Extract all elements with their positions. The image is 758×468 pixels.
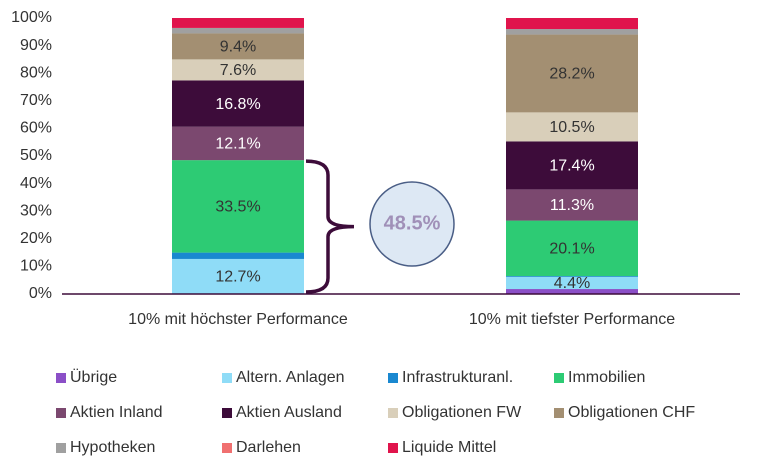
bar-segment bbox=[172, 160, 304, 253]
y-tick-label: 100% bbox=[11, 9, 52, 26]
bracket bbox=[305, 159, 355, 294]
y-tick-label: 0% bbox=[29, 285, 52, 302]
data-label: 10.5% bbox=[549, 119, 594, 136]
bar-segment bbox=[506, 276, 638, 277]
bar-segment bbox=[506, 289, 638, 294]
annotation-circle bbox=[369, 181, 455, 267]
data-label: 16.8% bbox=[215, 96, 260, 113]
bar-segment bbox=[506, 112, 638, 142]
y-tick-label: 90% bbox=[20, 37, 52, 54]
data-label: 17.4% bbox=[549, 158, 594, 175]
bar-segment bbox=[172, 126, 304, 161]
bar-segment bbox=[172, 80, 304, 127]
bar-segment bbox=[506, 141, 638, 190]
bar-segment bbox=[172, 27, 304, 34]
data-label: 7.6% bbox=[220, 62, 256, 79]
legend-label: Aktien Inland bbox=[70, 404, 163, 421]
legend-marker bbox=[388, 408, 398, 418]
legend-marker bbox=[388, 443, 398, 453]
y-tick-label: 20% bbox=[20, 230, 52, 247]
y-tick-label: 10% bbox=[20, 258, 52, 275]
legend-marker bbox=[222, 443, 232, 453]
data-label: 12.7% bbox=[215, 269, 260, 286]
data-label: 4.4% bbox=[554, 275, 590, 292]
y-tick-label: 70% bbox=[20, 92, 52, 109]
bar-segment bbox=[506, 18, 638, 30]
legend-label: Hypotheken bbox=[70, 439, 155, 456]
y-tick-label: 40% bbox=[20, 175, 52, 192]
legend-label: Darlehen bbox=[236, 439, 301, 456]
bar-segment bbox=[172, 18, 304, 28]
legend-marker bbox=[554, 408, 564, 418]
legend-label: Liquide Mittel bbox=[402, 439, 496, 456]
data-label: 11.3% bbox=[550, 197, 594, 214]
y-tick-label: 30% bbox=[20, 202, 52, 219]
y-tick-label: 50% bbox=[20, 147, 52, 164]
data-label: 20.1% bbox=[549, 241, 594, 258]
legend-label: Obligationen FW bbox=[402, 404, 522, 421]
legend-label: Altern. Anlagen bbox=[236, 369, 345, 386]
bar-segment bbox=[506, 34, 638, 113]
legend-label: Übrige bbox=[70, 368, 117, 386]
legend-marker bbox=[222, 373, 232, 383]
bar-segment bbox=[506, 189, 638, 221]
annotation: 48.5% bbox=[384, 212, 441, 234]
legend-label: Immobilien bbox=[568, 369, 645, 386]
bar-segment bbox=[172, 33, 304, 60]
legend-label: Infrastrukturanl. bbox=[402, 369, 513, 386]
y-tick-label: 80% bbox=[20, 64, 52, 81]
legend-marker bbox=[56, 373, 66, 383]
x-tick-label: 10% mit höchster Performance bbox=[128, 311, 348, 328]
legend-marker bbox=[56, 443, 66, 453]
legend-label: Aktien Ausland bbox=[236, 404, 342, 421]
bar-segment bbox=[172, 252, 304, 259]
bar-segment bbox=[506, 220, 638, 277]
legend-marker bbox=[554, 373, 564, 383]
data-label: 9.4% bbox=[220, 39, 256, 56]
bar-segment bbox=[506, 276, 638, 290]
legend-marker bbox=[388, 373, 398, 383]
x-tick-label: 10% mit tiefster Performance bbox=[469, 311, 675, 328]
bar-segment bbox=[172, 59, 304, 81]
legend-label: Obligationen CHF bbox=[568, 404, 695, 421]
bar-segment bbox=[172, 258, 304, 294]
legend-marker bbox=[56, 408, 66, 418]
legend-marker bbox=[222, 408, 232, 418]
data-label: 12.1% bbox=[215, 136, 260, 153]
data-label: 33.5% bbox=[215, 199, 260, 216]
data-label: 28.2% bbox=[549, 66, 594, 83]
bar-segment bbox=[506, 29, 638, 35]
y-tick-label: 60% bbox=[20, 120, 52, 137]
